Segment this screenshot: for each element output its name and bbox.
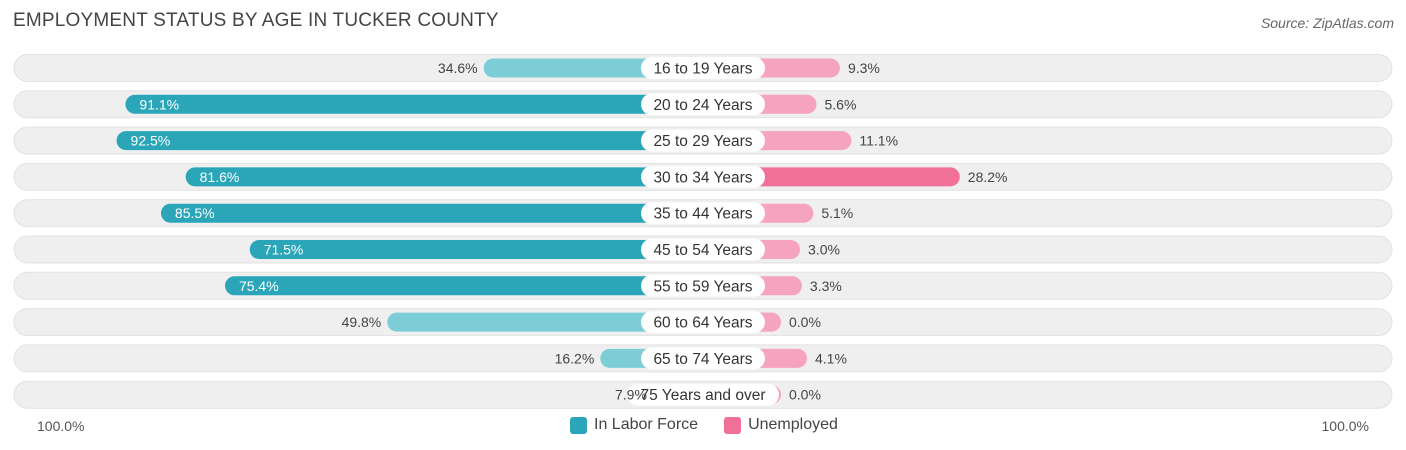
value-label-unemployed: 4.1% xyxy=(815,350,847,366)
legend-swatch-unemployed xyxy=(724,416,742,434)
category-label-box xyxy=(641,129,765,152)
value-label-labor-force: 71.5% xyxy=(264,242,304,258)
category-label-box xyxy=(641,165,765,188)
category-label: 30 to 34 Years xyxy=(653,169,752,186)
bar-labor-force[interactable] xyxy=(160,203,703,223)
value-label-labor-force: 16.2% xyxy=(555,350,595,366)
bar-unemployed[interactable] xyxy=(703,167,960,187)
category-label-box xyxy=(641,311,765,334)
bar-row: 30 to 34 Years 81.6% 28.2% xyxy=(13,162,1393,191)
value-label-unemployed: 0.0% xyxy=(789,314,821,330)
category-label: 35 to 44 Years xyxy=(653,206,752,223)
left-axis-label: 100.0% xyxy=(37,418,85,434)
value-label-labor-force: 92.5% xyxy=(131,133,171,149)
category-label-box xyxy=(641,57,765,79)
value-label-unemployed: 3.0% xyxy=(808,242,840,258)
category-label-box xyxy=(641,274,765,297)
legend-item-labor-force[interactable]: In Labor Force xyxy=(570,416,698,434)
value-label-labor-force: 91.1% xyxy=(139,96,179,112)
value-label-unemployed: 5.1% xyxy=(821,205,853,221)
value-label-labor-force: 81.6% xyxy=(200,169,240,185)
bar-row: 35 to 44 Years 85.5% 5.1% xyxy=(13,199,1393,228)
value-label-unemployed: 11.1% xyxy=(859,133,898,149)
category-label: 20 to 24 Years xyxy=(653,97,752,114)
value-label-labor-force: 34.6% xyxy=(438,60,478,76)
category-label: 45 to 54 Years xyxy=(653,242,752,259)
bar-row: 16 to 19 Years 34.6% 9.3% xyxy=(13,54,1393,82)
value-label-labor-force: 85.5% xyxy=(175,205,215,221)
right-axis-label: 100.0% xyxy=(1321,418,1369,434)
legend: In Labor Force Unemployed xyxy=(570,416,838,434)
value-label-labor-force: 49.8% xyxy=(342,314,382,330)
bar-row: 45 to 54 Years 71.5% 3.0% xyxy=(13,235,1393,264)
bar-labor-force[interactable] xyxy=(125,94,703,114)
legend-label-labor-force: In Labor Force xyxy=(594,416,699,433)
category-label: 16 to 19 Years xyxy=(653,61,752,78)
value-label-labor-force: 7.9% xyxy=(615,387,647,403)
category-label-box xyxy=(641,238,765,261)
category-label-box xyxy=(641,202,765,225)
legend-item-unemployed[interactable]: Unemployed xyxy=(724,416,838,434)
bar-labor-force[interactable] xyxy=(249,240,703,259)
bar-row: 20 to 24 Years 91.1% 5.6% xyxy=(13,90,1393,119)
source-credit: Source: ZipAtlas.com xyxy=(1260,15,1394,31)
value-label-unemployed: 5.6% xyxy=(825,96,857,112)
bar-labor-force[interactable] xyxy=(185,167,703,187)
category-label: 65 to 74 Years xyxy=(653,351,752,368)
category-label: 25 to 29 Years xyxy=(653,133,752,150)
bar-labor-force[interactable] xyxy=(224,276,704,296)
legend-label-unemployed: Unemployed xyxy=(748,416,838,433)
legend-swatch-labor-force xyxy=(570,416,587,434)
chart-title: EMPLOYMENT STATUS BY AGE IN TUCKER COUNT… xyxy=(13,10,499,31)
value-label-unemployed: 28.2% xyxy=(968,169,1008,185)
category-label-box xyxy=(627,383,779,406)
bar-labor-force[interactable] xyxy=(116,131,704,151)
bar-row: 55 to 59 Years 75.4% 3.3% xyxy=(13,271,1393,300)
bar-row: 60 to 64 Years 49.8% 0.0% xyxy=(13,308,1393,337)
category-label-box xyxy=(641,93,765,116)
value-label-unemployed: 0.0% xyxy=(789,387,821,403)
bar-labor-force[interactable] xyxy=(387,312,703,332)
value-label-labor-force: 75.4% xyxy=(239,278,279,294)
category-label-box xyxy=(641,347,765,370)
category-label: 55 to 59 Years xyxy=(653,278,752,295)
category-label: 75 Years and over xyxy=(641,387,766,404)
bar-row: 25 to 29 Years 92.5% 11.1% xyxy=(13,126,1393,155)
category-label: 60 to 64 Years xyxy=(653,315,752,332)
value-label-unemployed: 3.3% xyxy=(810,278,842,294)
bar-row: 65 to 74 Years 16.2% 4.1% xyxy=(13,344,1393,373)
value-label-unemployed: 9.3% xyxy=(848,60,880,76)
